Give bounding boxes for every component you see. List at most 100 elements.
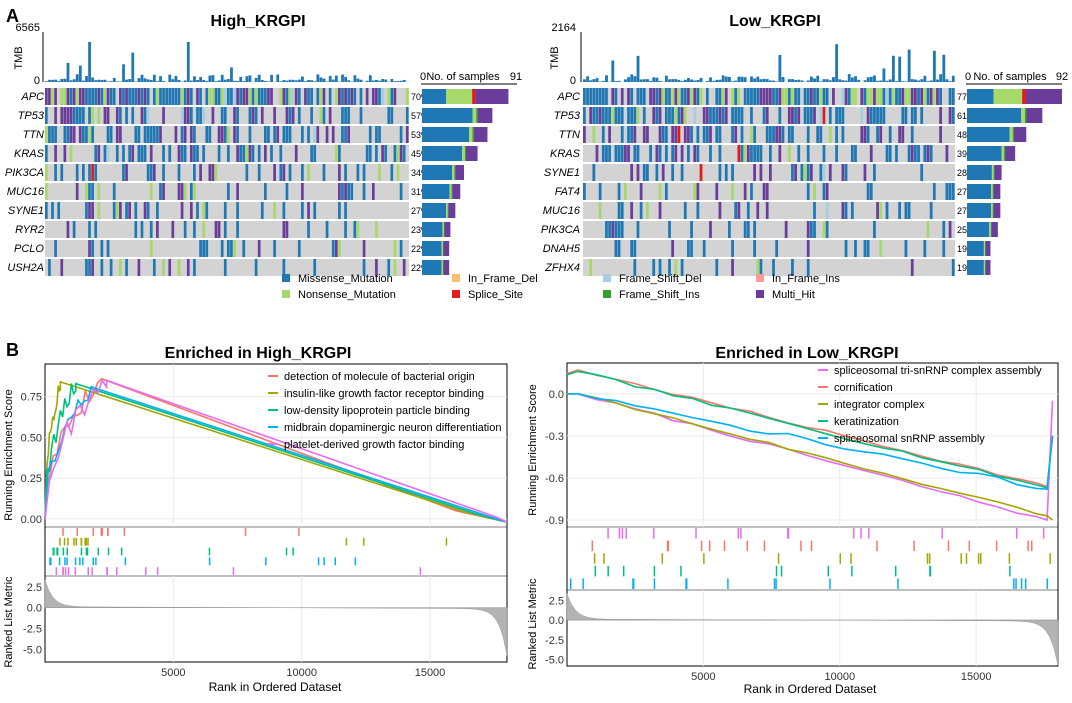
mutation-cell bbox=[690, 126, 693, 143]
mutation-cell bbox=[756, 88, 759, 105]
tmb-bar bbox=[624, 79, 627, 82]
tmb-bar bbox=[76, 74, 79, 82]
mutation-cell bbox=[144, 107, 147, 124]
mutation-cell bbox=[778, 145, 781, 162]
mutation-cell bbox=[737, 107, 740, 124]
mutation-cell bbox=[807, 145, 810, 162]
mutation-cell bbox=[332, 126, 335, 143]
tmb-bar bbox=[113, 78, 116, 82]
tmb-bar bbox=[674, 79, 677, 82]
tmb-bar bbox=[79, 66, 82, 82]
sample-count-bar bbox=[989, 222, 991, 237]
mutation-cell bbox=[162, 164, 165, 181]
mutation-cell bbox=[775, 88, 778, 105]
mutation-cell bbox=[879, 126, 882, 143]
mutation-cell bbox=[366, 145, 369, 162]
tmb-bar bbox=[813, 78, 816, 82]
mutation-cell bbox=[323, 107, 326, 124]
mutation-cell bbox=[85, 259, 88, 276]
tmb-bar bbox=[832, 77, 835, 82]
mutation-cell bbox=[375, 145, 378, 162]
mutation-cell bbox=[760, 88, 763, 105]
mutation-cell bbox=[270, 88, 273, 105]
tmb-bar bbox=[73, 79, 76, 82]
mutation-cell bbox=[845, 202, 848, 219]
mutation-cell bbox=[227, 145, 230, 162]
mutation-cell bbox=[703, 240, 706, 257]
mutation-cell bbox=[230, 240, 233, 257]
gene-label: FAT4 bbox=[555, 186, 580, 198]
tmb-bar bbox=[895, 81, 898, 82]
gene-label: APC bbox=[20, 91, 44, 103]
mutation-cell bbox=[406, 88, 409, 105]
mutation-cell bbox=[88, 240, 91, 257]
mutation-cell bbox=[911, 126, 914, 143]
mutation-cell bbox=[249, 126, 252, 143]
mutation-cell bbox=[627, 145, 630, 162]
tmb-bar bbox=[394, 81, 397, 82]
mutation-cell bbox=[341, 183, 344, 200]
gene-label: PIK3CA bbox=[5, 167, 44, 179]
mutation-cell bbox=[156, 88, 159, 105]
mutation-cell bbox=[131, 88, 134, 105]
sample-count-bar bbox=[443, 241, 444, 256]
mutation-cell bbox=[341, 88, 344, 105]
mutation-cell bbox=[289, 126, 292, 143]
mutation-cell bbox=[313, 202, 316, 219]
tmb-bar bbox=[400, 81, 403, 82]
mutation-cell bbox=[122, 88, 125, 105]
mutation-cell bbox=[662, 126, 665, 143]
tmb-bar bbox=[810, 77, 813, 82]
es-tick-label: -0.6 bbox=[545, 473, 564, 485]
mutation-cell bbox=[184, 88, 187, 105]
mutation-cell bbox=[687, 240, 690, 257]
mutation-cell bbox=[637, 107, 640, 124]
mutation-cell bbox=[267, 88, 270, 105]
mutation-cell bbox=[819, 126, 822, 143]
sample-count-bar bbox=[993, 184, 994, 199]
mutation-cell bbox=[193, 259, 196, 276]
mutation-cell bbox=[400, 126, 403, 143]
tmb-bar bbox=[712, 81, 715, 82]
mutation-cell bbox=[184, 183, 187, 200]
sample-count-bar bbox=[967, 222, 989, 237]
mutation-cell bbox=[208, 88, 211, 105]
mutation-cell bbox=[879, 88, 882, 105]
mutation-cell bbox=[737, 202, 740, 219]
tmb-bar bbox=[882, 68, 885, 82]
mutation-cell bbox=[212, 107, 215, 124]
mutation-cell bbox=[665, 107, 668, 124]
mutation-cell bbox=[178, 88, 181, 105]
mutation-cell bbox=[630, 126, 633, 143]
mutation-cell bbox=[750, 88, 753, 105]
mutation-cell bbox=[116, 145, 119, 162]
mutation-cell bbox=[905, 107, 908, 124]
mutation-cell bbox=[88, 126, 91, 143]
mutation-cell bbox=[171, 221, 174, 238]
tmb-bar bbox=[952, 76, 955, 82]
tmb-bar bbox=[144, 78, 147, 82]
tmb-bar bbox=[725, 77, 728, 82]
mutation-cell bbox=[202, 107, 205, 124]
mutation-cell bbox=[147, 164, 150, 181]
tmb-bar bbox=[728, 77, 731, 82]
sample-count-bar bbox=[466, 146, 478, 161]
mutation-cell bbox=[221, 107, 224, 124]
mutation-cell bbox=[119, 107, 122, 124]
mutation-cell bbox=[719, 164, 722, 181]
mutation-cell bbox=[360, 107, 363, 124]
sample-count-bar bbox=[476, 108, 477, 123]
mutation-cell bbox=[709, 107, 712, 124]
mutation-cell bbox=[369, 126, 372, 143]
mutation-cell bbox=[611, 221, 614, 238]
legend-label-in-frame-ins: In_Frame_Ins bbox=[772, 273, 840, 285]
tmb-bar bbox=[353, 75, 356, 82]
mutation-cell bbox=[119, 126, 122, 143]
mutation-cell bbox=[298, 88, 301, 105]
mutation-cell bbox=[292, 107, 295, 124]
mutation-cell bbox=[933, 88, 936, 105]
tmb-bar bbox=[876, 81, 879, 82]
mutation-cell bbox=[338, 240, 341, 257]
sample-count-bar bbox=[992, 165, 994, 180]
mutation-cell bbox=[350, 88, 353, 105]
